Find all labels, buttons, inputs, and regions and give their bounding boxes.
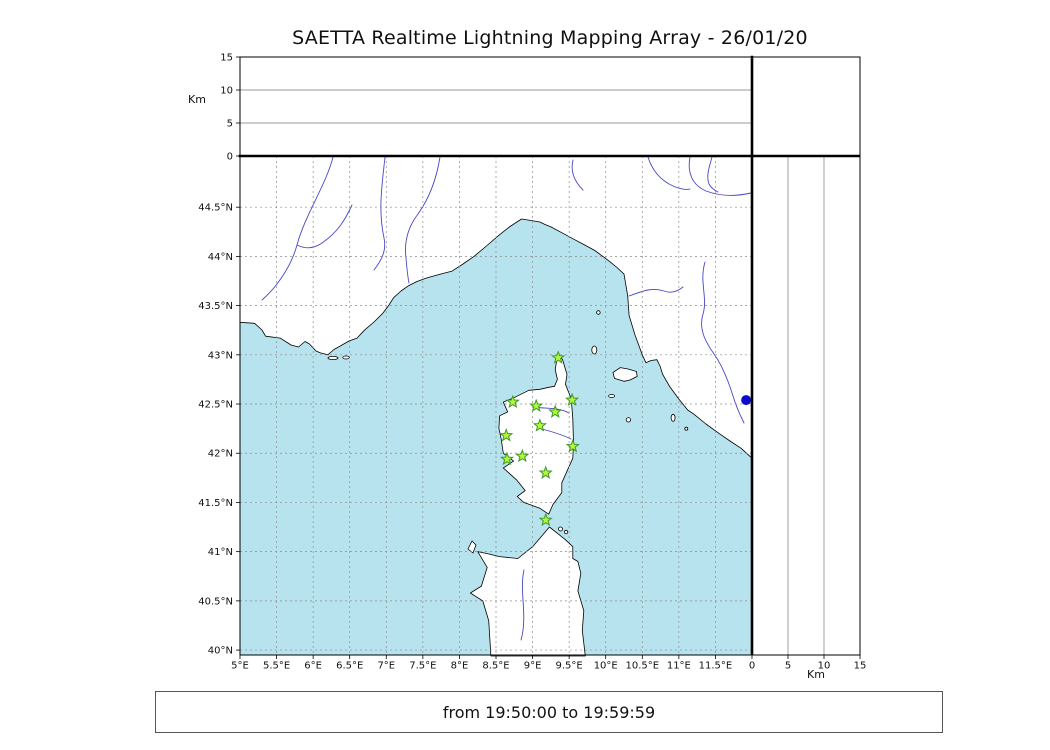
altitude-latitude-panel bbox=[752, 156, 860, 655]
lon-tick-label: 10°E bbox=[594, 661, 618, 672]
km-tick-label: 15 bbox=[220, 53, 233, 64]
island-maddalena bbox=[558, 526, 563, 532]
lon-tick-label: 11.5°E bbox=[699, 661, 733, 672]
island-gorgona bbox=[596, 310, 601, 315]
km-tick-label: 10 bbox=[818, 661, 831, 672]
island-caprera bbox=[563, 529, 569, 535]
island-elba bbox=[612, 367, 638, 382]
altitude-longitude-gridlines bbox=[240, 89, 752, 124]
lon-tick-label: 8°E bbox=[451, 661, 469, 672]
km-tick-label: 10 bbox=[220, 86, 233, 97]
lat-tick-label: 41°N bbox=[208, 547, 233, 558]
island-port-cros bbox=[342, 355, 350, 360]
river bbox=[296, 204, 353, 249]
km-axis-label-top: Km bbox=[188, 93, 206, 106]
axis-ticks bbox=[236, 56, 861, 659]
lat-tick-label: 40°N bbox=[208, 646, 233, 657]
altitude-latitude-gridlines bbox=[787, 156, 825, 655]
river bbox=[701, 261, 745, 424]
station-marker bbox=[499, 428, 514, 442]
time-window-status: from 19:50:00 to 19:59:59 bbox=[155, 691, 943, 733]
island-porquerolles bbox=[327, 355, 339, 360]
river bbox=[405, 156, 441, 284]
lon-tick-label: 7°E bbox=[377, 661, 395, 672]
km-tick-label: 0 bbox=[749, 661, 755, 672]
lon-tick-label: 6°E bbox=[304, 661, 322, 672]
river bbox=[707, 156, 719, 193]
lat-tick-label: 42°N bbox=[208, 449, 233, 460]
lon-tick-label: 5°E bbox=[231, 661, 249, 672]
station-marker bbox=[505, 394, 520, 409]
km-tick-label: 5 bbox=[227, 119, 233, 130]
km-tick-label: 0 bbox=[227, 152, 233, 163]
river bbox=[647, 156, 691, 190]
island-capraia bbox=[591, 345, 598, 355]
map-gridlines bbox=[240, 156, 752, 655]
altitude-longitude-panel bbox=[240, 57, 752, 156]
landmasses bbox=[239, 155, 753, 657]
lon-tick-label: 7.5°E bbox=[409, 661, 436, 672]
axis-labels: 5°E 5.5°E 6°E 6.5°E 7°E 7.5°E 8°E 8.5°E 9°E 9.5°E… bbox=[198, 53, 866, 672]
km-axis-label-right: Km bbox=[807, 668, 825, 681]
station-marker bbox=[551, 350, 566, 364]
island-montecristo bbox=[625, 417, 632, 423]
station-markers bbox=[499, 350, 580, 527]
lightning-sources bbox=[741, 395, 752, 406]
island-giannutri bbox=[684, 426, 689, 431]
lat-tick-label: 44°N bbox=[208, 252, 233, 263]
km-tick-label: 15 bbox=[854, 661, 867, 672]
station-marker bbox=[565, 438, 580, 453]
lightning-source-dot bbox=[741, 395, 752, 406]
river bbox=[520, 569, 525, 641]
station-marker bbox=[515, 448, 530, 463]
river bbox=[688, 156, 752, 196]
island-pianosa bbox=[608, 394, 615, 398]
river bbox=[571, 159, 584, 191]
km-tick-label: 5 bbox=[785, 661, 791, 672]
lat-tick-label: 42.5°N bbox=[198, 400, 233, 411]
river bbox=[628, 286, 684, 297]
station-marker bbox=[538, 465, 553, 479]
station-marker bbox=[499, 451, 515, 466]
lat-tick-label: 44.5°N bbox=[198, 203, 233, 214]
lat-tick-label: 40.5°N bbox=[198, 596, 233, 607]
time-window-text: from 19:50:00 to 19:59:59 bbox=[442, 702, 656, 722]
station-marker bbox=[538, 512, 553, 527]
station-marker bbox=[548, 404, 563, 418]
coastline-corsica bbox=[498, 353, 574, 515]
lat-tick-label: 41.5°N bbox=[198, 498, 233, 509]
lat-tick-label: 43.5°N bbox=[198, 301, 233, 312]
lon-tick-label: 9.5°E bbox=[556, 661, 583, 672]
rivers bbox=[261, 156, 752, 641]
map-panel bbox=[239, 155, 753, 657]
lon-tick-label: 10.5°E bbox=[625, 661, 659, 672]
station-marker bbox=[565, 392, 580, 407]
altitude-histogram-panel bbox=[752, 57, 860, 156]
lon-tick-label: 5.5°E bbox=[263, 661, 290, 672]
lat-tick-label: 43°N bbox=[208, 350, 233, 361]
lon-tick-label: 11°E bbox=[667, 661, 691, 672]
river bbox=[373, 156, 386, 271]
panel-frames bbox=[238, 55, 861, 656]
island-giglio bbox=[670, 413, 676, 422]
lon-tick-label: 9°E bbox=[524, 661, 542, 672]
coastline-sardinia bbox=[470, 526, 586, 657]
station-marker bbox=[529, 398, 544, 412]
page-title: SAETTA Realtime Lightning Mapping Array … bbox=[292, 27, 808, 49]
lon-tick-label: 8.5°E bbox=[482, 661, 509, 672]
station-marker bbox=[532, 418, 547, 432]
lon-tick-label: 6.5°E bbox=[336, 661, 363, 672]
